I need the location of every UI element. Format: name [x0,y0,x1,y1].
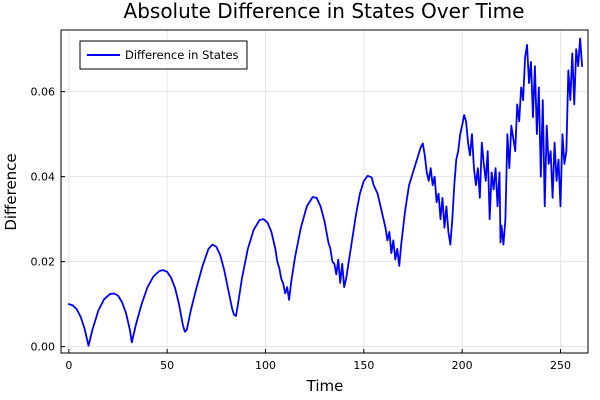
x-tick-label: 250 [550,359,571,372]
series-line [67,37,583,347]
x-tick-label: 50 [160,359,174,372]
y-tick-label: 0.04 [31,171,56,184]
y-axis-label: Difference [2,153,20,230]
x-tick-label: 200 [452,359,473,372]
x-tick-label: 150 [353,359,374,372]
chart-title: Absolute Difference in States Over Time [124,0,525,23]
y-tick-label: 0.06 [31,86,56,99]
ticks: 0 50 100 150 200 250 0.00 0.02 0.04 0.06 [31,86,571,372]
x-axis-label: Time [306,377,344,395]
legend-label: Difference in States [125,48,239,62]
x-tick-label: 100 [255,359,276,372]
grid [61,30,588,353]
x-tick-label: 0 [65,359,72,372]
series-layer [67,37,583,347]
legend-box [79,40,248,70]
y-tick-label: 0.00 [31,341,56,354]
legend: Difference in States [79,40,248,70]
y-tick-label: 0.02 [31,256,56,269]
plot-frame [60,29,589,354]
